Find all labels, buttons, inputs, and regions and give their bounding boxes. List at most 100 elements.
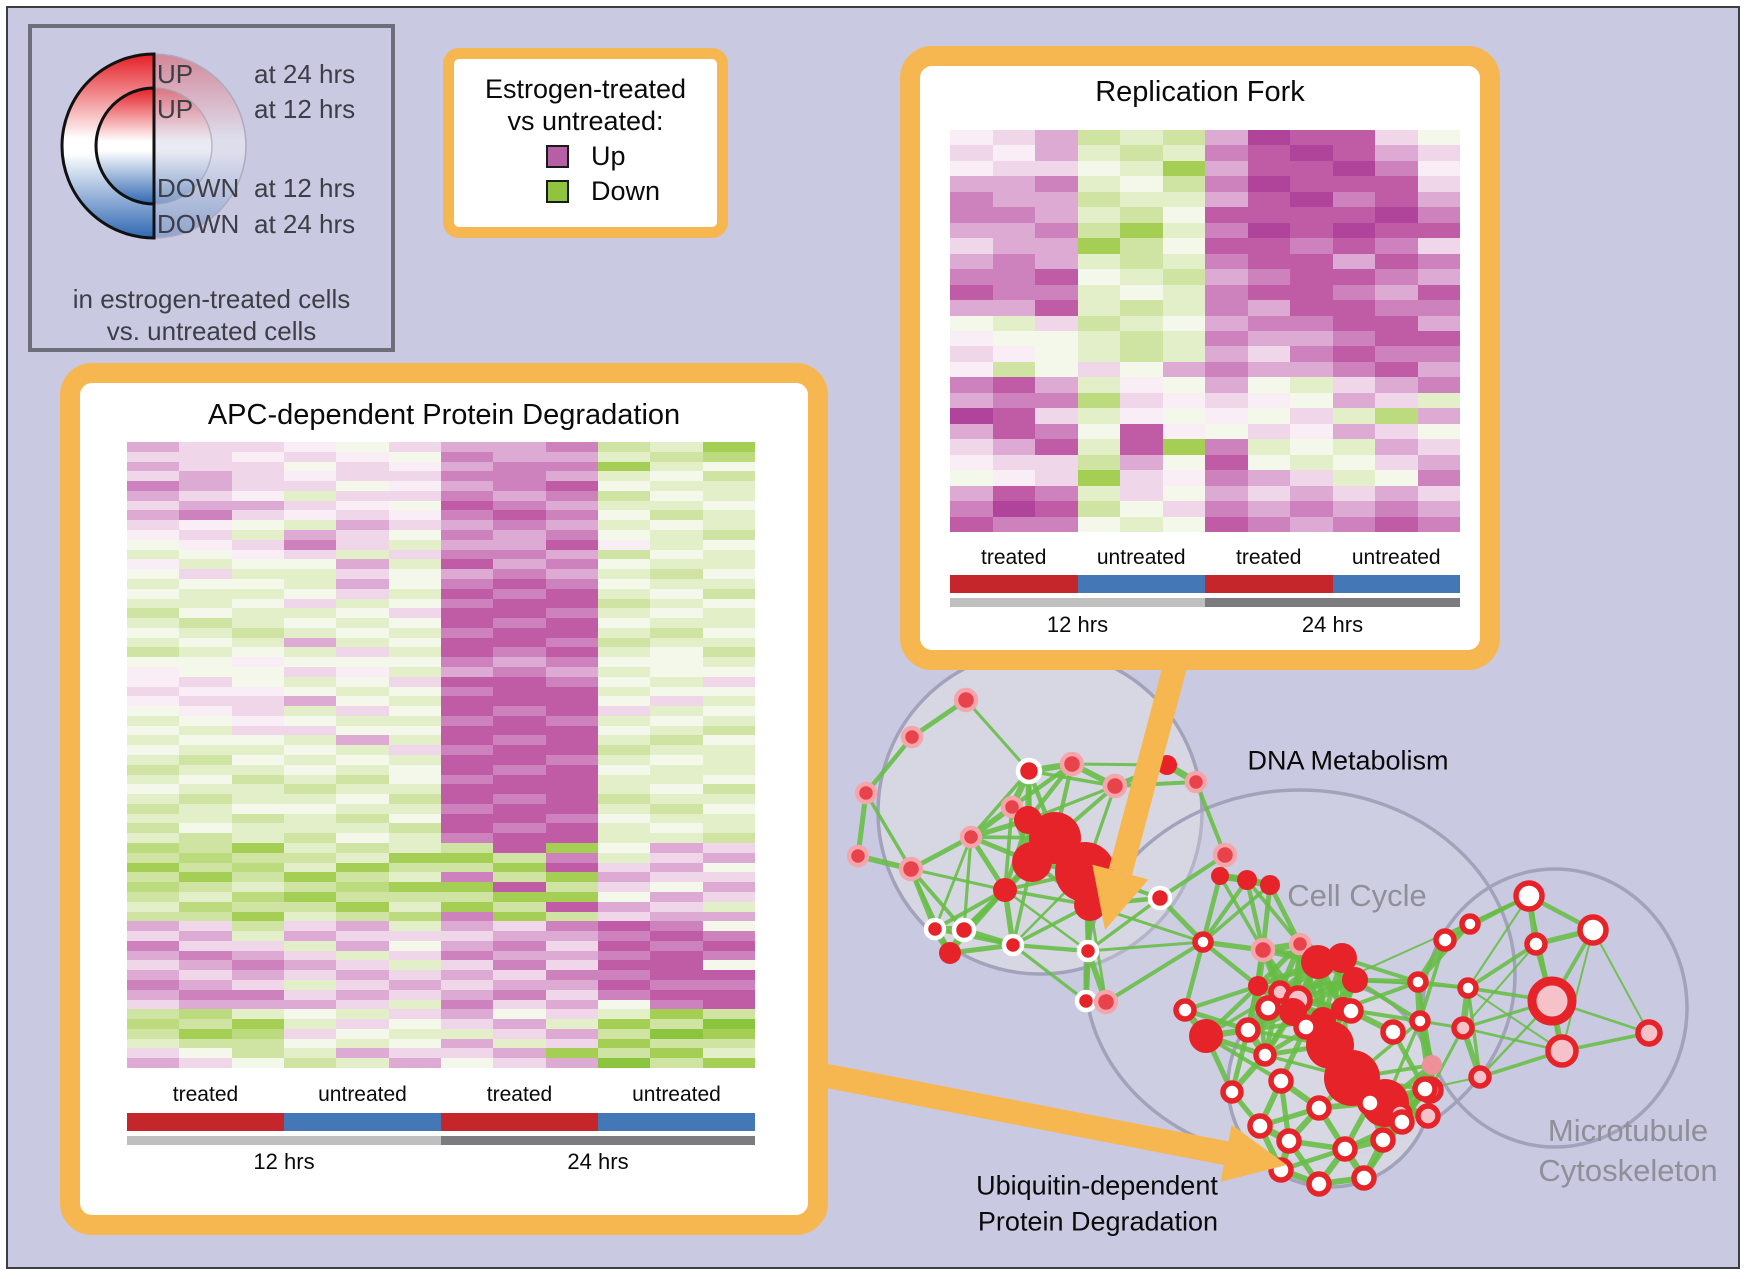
- heatmap-cell: [545, 696, 598, 707]
- heatmap-cell: [231, 940, 284, 951]
- heatmap-cell: [1417, 145, 1460, 161]
- heatmap-cell: [650, 940, 703, 951]
- network-edge: [1012, 943, 1087, 1003]
- heatmap-cell: [1077, 439, 1120, 455]
- heatmap-cell: [179, 940, 232, 951]
- heatmap-cell: [127, 931, 180, 941]
- heatmap-cell: [1077, 238, 1120, 254]
- heatmap-cell: [440, 647, 494, 658]
- network-node-solid-red: [1327, 943, 1357, 973]
- heatmap-cell: [1205, 191, 1248, 208]
- heatmap-cell: [127, 549, 180, 560]
- heatmap-cell: [283, 530, 337, 540]
- heatmap-cell: [992, 222, 1035, 239]
- updown-color-legend: Estrogen-treated vs untreated: Up Down: [443, 48, 728, 238]
- heatmap-cell: [231, 520, 284, 531]
- heatmap-cell: [127, 960, 180, 971]
- heatmap-cell: [336, 891, 389, 902]
- heatmap-cell: [1205, 315, 1248, 331]
- heatmap-cell: [127, 979, 180, 990]
- heatmap-cell: [440, 706, 494, 716]
- heatmap-cell: [179, 588, 232, 599]
- treatment-bar-segment: [598, 1113, 755, 1131]
- heatmap-cell: [650, 569, 703, 579]
- heatmap-cell: [1077, 470, 1120, 486]
- heatmap-cell: [650, 500, 703, 511]
- heatmap-cell: [1417, 501, 1460, 517]
- heatmap-cell: [545, 891, 598, 902]
- heatmap-cell: [702, 686, 755, 697]
- heatmap-cell: [127, 706, 180, 716]
- heatmap-cell: [336, 520, 389, 531]
- rf-treatment-colorbar: [950, 575, 1460, 593]
- heatmap-cell: [283, 725, 337, 736]
- heatmap-cell: [1375, 516, 1418, 532]
- heatmap-cell: [1162, 485, 1205, 502]
- heatmap-cell: [388, 891, 441, 902]
- heatmap-cell: [702, 803, 755, 814]
- heatmap-cell: [1332, 284, 1375, 301]
- heatmap-cell: [179, 637, 232, 648]
- heatmap-cell: [1417, 439, 1460, 455]
- heatmap-cell: [650, 451, 703, 462]
- heatmap-cell: [388, 872, 441, 883]
- apc-panel: APC-dependent Protein Degradation treate…: [60, 363, 828, 1235]
- heatmap-cell: [493, 627, 546, 638]
- heatmap-cell: [231, 891, 284, 902]
- heatmap-cell: [127, 490, 180, 501]
- network-edge: [1200, 875, 1223, 943]
- heatmap-cell: [1247, 222, 1290, 239]
- heatmap-cell: [1162, 423, 1205, 440]
- heatmap-cell: [127, 539, 180, 550]
- heatmap-cell: [127, 755, 180, 765]
- network-node-red-ring-white-core: [1459, 913, 1481, 935]
- heatmap-cell: [1035, 176, 1078, 192]
- heatmap-cell: [1205, 253, 1248, 270]
- heatmap-cell: [231, 490, 284, 501]
- heatmap-cell: [336, 1058, 389, 1068]
- heatmap-cell: [283, 1009, 337, 1020]
- heatmap-cell: [179, 970, 232, 980]
- heatmap-cell: [283, 852, 337, 863]
- heatmap-cell: [1077, 392, 1120, 409]
- heatmap-cell: [179, 921, 232, 932]
- heatmap-cell: [1247, 439, 1290, 455]
- heatmap-cell: [336, 578, 389, 589]
- heatmap-cell: [1290, 454, 1333, 471]
- heatmap-cell: [127, 882, 180, 892]
- heatmap-cell: [1332, 191, 1375, 208]
- heatmap-cell: [179, 989, 232, 1000]
- network-edge: [1010, 762, 1074, 809]
- heatmap-cell: [1120, 300, 1163, 316]
- heatmap-cell: [597, 500, 651, 511]
- heatmap-cell: [127, 520, 180, 531]
- heatmap-cell: [179, 872, 232, 883]
- heatmap-cell: [545, 500, 598, 511]
- network-node-solid-red: [1301, 945, 1335, 979]
- network-node-white-ring-red-core: [1147, 885, 1173, 911]
- heatmap-cell: [545, 627, 598, 638]
- heatmap-cell: [1205, 454, 1248, 471]
- apc-group-labels: treated untreated treated untreated: [127, 1083, 755, 1107]
- heatmap-cell: [336, 940, 389, 951]
- heatmap-cell: [231, 618, 284, 628]
- heatmap-cell: [1077, 300, 1120, 316]
- heatmap-cell: [702, 794, 755, 804]
- heatmap-cell: [1290, 160, 1333, 177]
- heatmap-cell: [1162, 516, 1205, 532]
- ring-legend-graphic: [60, 52, 247, 240]
- arrow-shaft-apc-to-ubiquitin: [819, 1063, 1229, 1165]
- heatmap-cell: [1247, 501, 1290, 517]
- heatmap-cell: [1247, 423, 1290, 440]
- group-label: untreated: [1096, 546, 1186, 569]
- heatmap-cell: [283, 735, 337, 746]
- heatmap-cell: [1120, 207, 1163, 223]
- heatmap-cell: [1332, 315, 1375, 331]
- heatmap-cell: [336, 852, 389, 863]
- heatmap-cell: [388, 549, 441, 560]
- heatmap-cell: [1077, 423, 1120, 440]
- heatmap-cell: [545, 940, 598, 951]
- heatmap-cell: [336, 686, 389, 697]
- heatmap-cell: [702, 735, 755, 746]
- down-color-swatch: [546, 180, 569, 203]
